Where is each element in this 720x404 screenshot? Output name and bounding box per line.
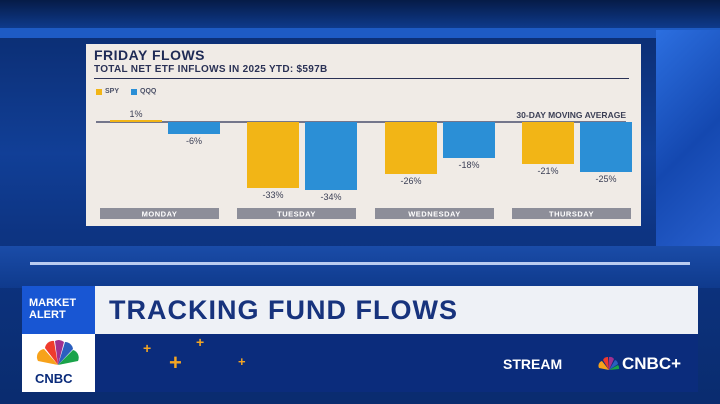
chart-plot: 30-DAY MOVING AVERAGE 1% -6% MONDAY -33% -34%…	[96, 109, 632, 219]
value-label-spy-thursday: -21%	[537, 166, 558, 176]
category-pill-wednesday	[375, 208, 494, 219]
value-label-qqq-monday: -6%	[186, 136, 202, 146]
category-pill-monday	[100, 208, 219, 219]
studio-right-panel	[656, 30, 720, 270]
sparkle-icon: +	[238, 354, 246, 369]
value-label-qqq-wednesday: -18%	[458, 160, 479, 170]
network-logo: CNBC	[22, 334, 95, 392]
bar-qqq-tuesday	[305, 122, 357, 190]
market-alert-badge: MARKET ALERT	[22, 286, 95, 334]
chart-subtitle: TOTAL NET ETF INFLOWS IN 2025 YTD: $597B	[94, 64, 328, 75]
title-rule	[94, 78, 629, 79]
value-label-spy-wednesday: -26%	[400, 176, 421, 186]
legend-item-qqq: QQQ	[131, 88, 156, 95]
chart-card: FRIDAY FLOWS TOTAL NET ETF INFLOWS IN 20…	[86, 44, 641, 226]
studio-floor-line	[30, 262, 690, 265]
stream-brand: CNBC+	[622, 354, 682, 373]
value-label-qqq-tuesday: -34%	[320, 192, 341, 202]
chart-legend: SPY QQQ	[96, 88, 156, 95]
category-label-wednesday: WEDNESDAY	[408, 210, 461, 219]
studio-top-band	[0, 0, 720, 28]
network-name: CNBC	[35, 371, 73, 386]
bar-spy-monday	[110, 120, 162, 122]
legend-swatch-qqq	[131, 88, 138, 95]
stream-bar: + + + + STREAM CNBC+	[95, 334, 698, 392]
category-pill-tuesday	[237, 208, 356, 219]
value-label-spy-tuesday: -33%	[262, 190, 283, 200]
stream-label: STREAM	[503, 356, 563, 372]
headline-text: TRACKING FUND FLOWS	[109, 295, 458, 325]
chart-title: FRIDAY FLOWS	[94, 47, 206, 63]
bar-qqq-monday	[168, 122, 220, 134]
sparkle-icon: +	[143, 340, 152, 356]
bar-qqq-thursday	[580, 122, 632, 172]
bar-qqq-wednesday	[443, 122, 495, 158]
bar-spy-tuesday	[247, 122, 299, 188]
peacock-small-icon	[598, 356, 620, 370]
legend-label-qqq: QQQ	[140, 88, 157, 95]
value-label-qqq-thursday: -25%	[595, 174, 616, 184]
legend-label-spy: SPY	[105, 88, 120, 95]
sparkle-icon: +	[169, 350, 182, 375]
moving-average-label: 30-DAY MOVING AVERAGE	[516, 110, 626, 120]
peacock-icon	[36, 340, 79, 367]
category-label-monday: MONDAY	[142, 210, 178, 219]
sparkle-icon: +	[196, 334, 205, 350]
lower-third: MARKET ALERT TRACKING FUND FLOWS CNBC + …	[22, 286, 698, 392]
legend-swatch-spy	[96, 88, 102, 95]
bar-spy-wednesday	[385, 122, 437, 174]
studio-floor	[0, 246, 720, 288]
category-label-tuesday: TUESDAY	[277, 210, 316, 219]
bar-spy-thursday	[522, 122, 574, 164]
category-pill-thursday	[512, 208, 631, 219]
value-label-spy-monday: 1%	[129, 109, 142, 119]
studio-frame-band	[0, 28, 720, 38]
headline-box: TRACKING FUND FLOWS	[95, 286, 698, 334]
category-label-thursday: THURSDAY	[549, 210, 594, 219]
legend-item-spy: SPY	[96, 88, 119, 95]
